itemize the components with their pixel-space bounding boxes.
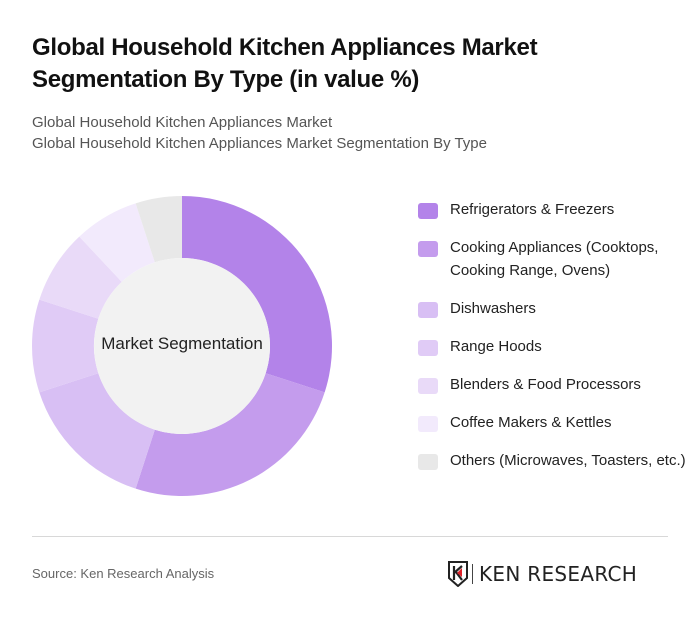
legend-item: Blenders & Food Processors [418, 373, 688, 396]
legend-label: Coffee Makers & Kettles [450, 414, 612, 431]
donut-svg [32, 196, 332, 496]
legend-label: Dishwashers [450, 300, 536, 317]
legend-item: Coffee Makers & Kettles [418, 411, 688, 434]
chart-subtitle: Global Household Kitchen Appliances Mark… [32, 112, 487, 154]
donut-slice [135, 373, 325, 496]
legend-item: Refrigerators & Freezers [418, 198, 688, 221]
donut-slice [135, 196, 182, 263]
legend-item: Cooking Appliances (Cooktops, Cooking Ra… [418, 236, 688, 282]
legend-swatch [418, 302, 438, 318]
legend-label: Range Hoods [450, 338, 542, 355]
legend-swatch [418, 241, 438, 257]
donut-chart: Market Segmentation [0, 180, 370, 520]
donut-slice [39, 373, 155, 489]
legend-label: Blenders & Food Processors [450, 376, 641, 393]
subtitle-line-1: Global Household Kitchen Appliances Mark… [32, 114, 333, 131]
source-note: Source: Ken Research Analysis [32, 566, 215, 581]
legend-label: Cooking Appliances (Cooktops, Cooking Ra… [450, 239, 659, 279]
logo-separator [472, 564, 473, 584]
logo-text: KEN RESEARCH [479, 562, 638, 586]
legend-item: Others (Microwaves, Toasters, etc.) [418, 449, 688, 472]
donut-slice [39, 236, 122, 319]
subtitle-line-2: Global Household Kitchen Appliances Mark… [32, 135, 487, 152]
donut-slice [32, 299, 99, 393]
legend-swatch [418, 378, 438, 394]
donut-slice [79, 203, 155, 282]
donut-slice [182, 196, 332, 393]
legend-item: Dishwashers [418, 297, 688, 320]
legend-swatch [418, 454, 438, 470]
donut-center [94, 258, 270, 434]
legend-label: Others (Microwaves, Toasters, etc.) [450, 452, 686, 469]
legend: Refrigerators & Freezers Cooking Applian… [418, 198, 688, 487]
chart-title: Global Household Kitchen Appliances Mark… [32, 34, 538, 93]
legend-swatch [418, 203, 438, 219]
ken-shield-icon [448, 561, 468, 587]
legend-swatch [418, 416, 438, 432]
footer-divider [32, 536, 668, 537]
legend-label: Refrigerators & Freezers [450, 201, 615, 218]
legend-swatch [418, 340, 438, 356]
donut-center-label: Market Segmentation [101, 334, 263, 353]
legend-item: Range Hoods [418, 335, 688, 358]
ken-research-logo: KEN RESEARCH [448, 561, 637, 587]
